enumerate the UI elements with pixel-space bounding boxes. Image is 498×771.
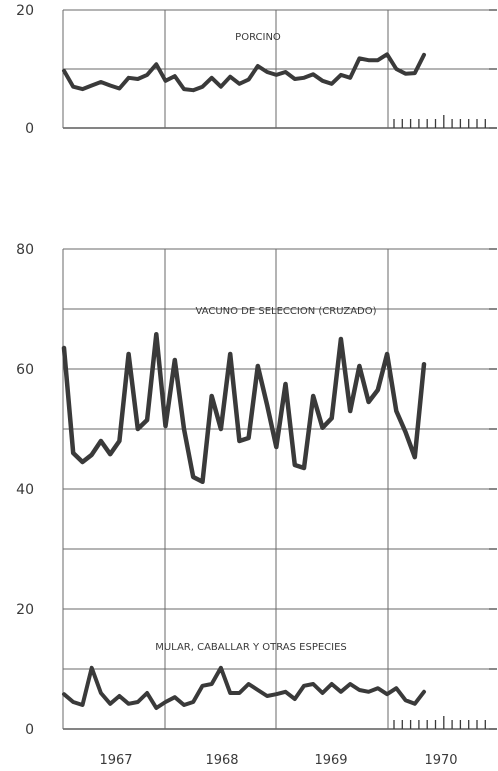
x-category-label: 1967 (99, 753, 132, 768)
top-ytick-label: 20 (16, 3, 34, 19)
x-category-label: 1969 (314, 753, 347, 768)
bottom-ytick-label: 0 (25, 722, 34, 738)
bottom-ytick-label: 60 (16, 362, 34, 378)
mular-series-label: MULAR, CABALLAR Y OTRAS ESPECIES (155, 642, 347, 653)
porcino-title: PORCINO (235, 32, 281, 43)
bottom-ytick-label: 40 (16, 482, 34, 498)
x-category-label: 1970 (424, 753, 457, 768)
porcino-series-line (62, 52, 426, 93)
top-ytick-label: 0 (25, 121, 34, 137)
vacuno-series-label: VACUNO DE SELECCION (CRUZADO) (195, 306, 376, 317)
x-category-label: 1968 (205, 753, 238, 768)
bottom-ytick-label: 20 (16, 602, 34, 618)
vacuno-series-line (61, 331, 427, 485)
mular-series-line (62, 665, 426, 710)
porcino-panel: 0 20 PORCINO (16, 3, 497, 137)
bottom-ytick-label: 80 (16, 242, 34, 258)
